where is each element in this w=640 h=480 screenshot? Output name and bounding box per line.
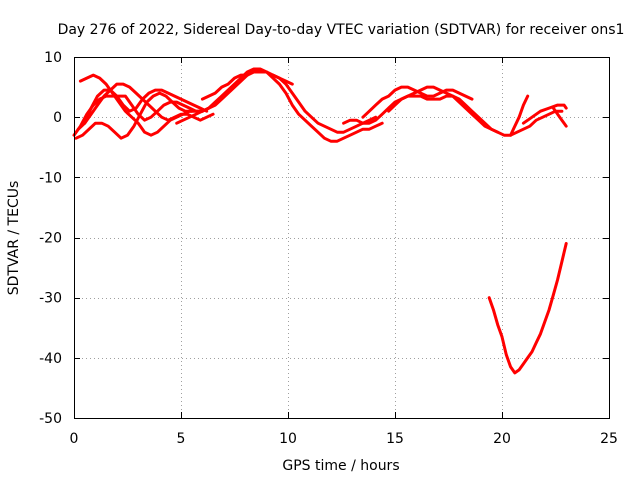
data-series-arc-15 xyxy=(487,242,568,375)
data-series-arc-12 xyxy=(509,94,530,137)
y-axis-label: SDTVAR / TECUs xyxy=(6,181,22,296)
y-tick-label: -30 xyxy=(39,291,62,307)
y-tick-label: -40 xyxy=(39,351,62,367)
x-tick-label: 25 xyxy=(600,431,618,447)
data-series-arc-14 xyxy=(551,106,568,128)
y-tick-label: 10 xyxy=(44,50,62,66)
data-series-arc-9 xyxy=(342,94,564,137)
x-tick-label: 15 xyxy=(386,431,404,447)
data-series-arc-4 xyxy=(74,91,194,140)
x-tick-label: 5 xyxy=(177,431,186,447)
data-series-arc-8 xyxy=(271,73,378,134)
y-tick-labels: -50 -40 -30 -20 -10 0 10 xyxy=(39,50,62,427)
x-tick-labels: 0 5 10 15 20 25 xyxy=(70,431,618,447)
data-series-arc-6 xyxy=(200,73,249,101)
data-series-arc-5 xyxy=(83,88,209,125)
y-tick-label: -10 xyxy=(39,170,62,186)
data-series-arc-7 xyxy=(175,67,384,143)
x-tick-label: 0 xyxy=(70,431,79,447)
grid xyxy=(74,57,609,418)
y-tick-label: 0 xyxy=(53,110,62,126)
x-tick-label: 20 xyxy=(493,431,511,447)
data-series-arc-1 xyxy=(72,70,294,137)
axis-ticks xyxy=(74,57,610,419)
x-axis-label: GPS time / hours xyxy=(282,458,399,474)
y-tick-label: -20 xyxy=(39,231,62,247)
chart-title: Day 276 of 2022, Sidereal Day-to-day VTE… xyxy=(58,22,625,38)
data-series-arc-13 xyxy=(521,103,568,125)
data-series-group xyxy=(72,67,568,375)
data-series-arc-11 xyxy=(387,85,500,134)
y-tick-label: -50 xyxy=(39,411,62,427)
x-tick-label: 10 xyxy=(279,431,297,447)
